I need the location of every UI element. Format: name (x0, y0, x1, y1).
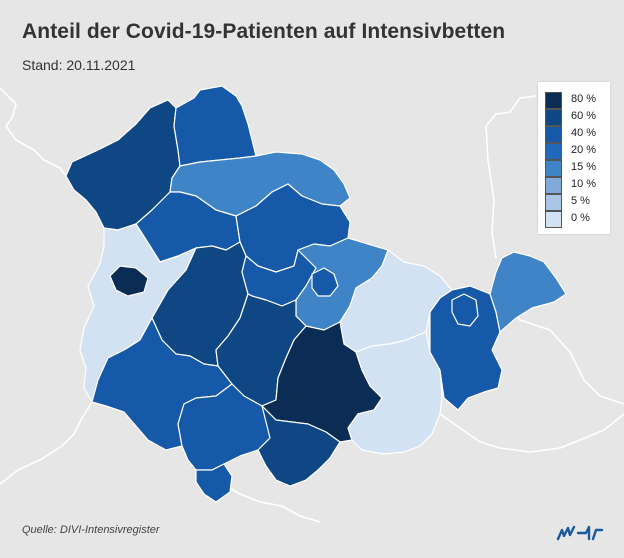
legend-label: 40 % (571, 127, 597, 139)
border-east-north (485, 95, 537, 127)
district-nordhausen (173, 85, 257, 167)
border-east-south (499, 299, 624, 405)
district-saale-holzland (347, 331, 443, 455)
border-west-north (0, 87, 67, 177)
chart-subtitle: Stand: 20.11.2021 (22, 57, 136, 73)
legend-item: 10 % (545, 177, 607, 194)
district-gera (451, 293, 479, 327)
mdr-logo (556, 525, 604, 541)
legend-item: 20 % (545, 143, 607, 160)
legend-label: 60 % (571, 110, 597, 122)
legend-label: 10 % (571, 178, 597, 190)
legend-label: 5 % (571, 195, 590, 207)
legend-item: 0 % (545, 211, 607, 228)
legend-item: 80 % (545, 92, 607, 109)
border-south-east (439, 413, 624, 453)
district-weimar (311, 267, 339, 297)
district-saale-orla (489, 251, 567, 333)
legend-label: 0 % (571, 212, 590, 224)
legend-label: 15 % (571, 161, 597, 173)
legend-item: 5 % (545, 194, 607, 211)
legend-label: 20 % (571, 144, 597, 156)
district-eisenach (109, 265, 149, 297)
border-west-south (0, 401, 93, 485)
border-east-mid (485, 125, 497, 259)
legend-swatch (545, 92, 562, 109)
district-suhl (195, 463, 233, 503)
legend-swatch (545, 160, 562, 177)
legend-swatch (545, 109, 562, 126)
legend-item: 60 % (545, 109, 607, 126)
districts (65, 85, 567, 503)
legend-label: 80 % (571, 93, 597, 105)
legend-swatch (545, 126, 562, 143)
legend-item: 40 % (545, 126, 607, 143)
district-greiz (429, 285, 503, 411)
legend-swatch (545, 143, 562, 160)
legend-item: 15 % (545, 160, 607, 177)
legend-swatch (545, 211, 562, 228)
district-sonneberg (257, 405, 341, 487)
legend-swatch (545, 177, 562, 194)
legend-swatch (545, 194, 562, 211)
legend: 80 % 60 % 40 % 20 % 15 % 10 % 5 % 0 % (538, 82, 610, 234)
chart-title: Anteil der Covid-19-Patienten auf Intens… (22, 20, 506, 43)
source-note: Quelle: DIVI-Intensivregister (22, 524, 160, 536)
